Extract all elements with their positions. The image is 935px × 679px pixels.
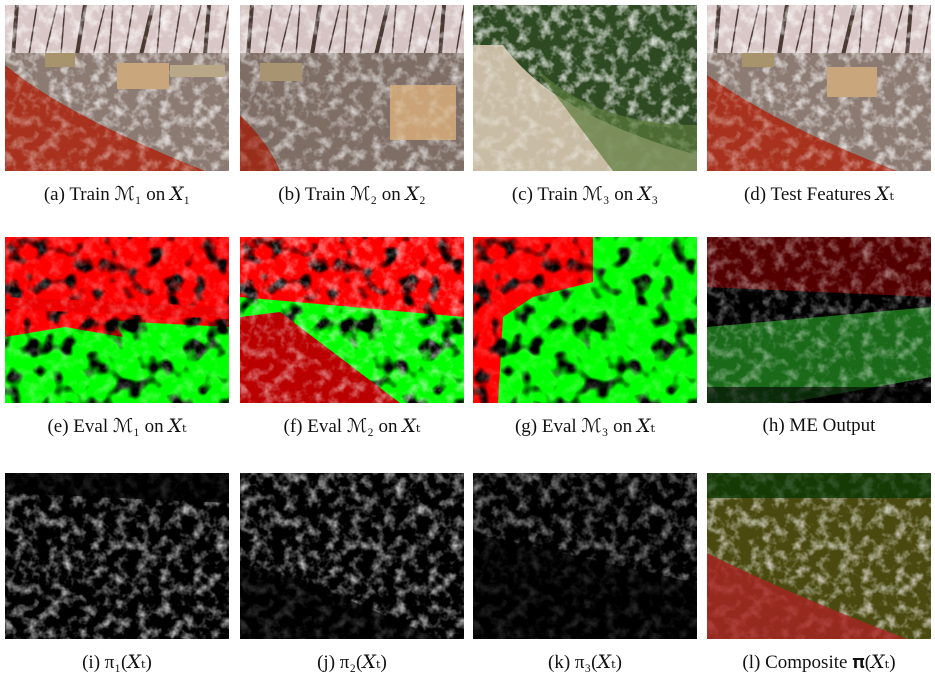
- caption: (d) Test Features 𝑋ₜ: [699, 183, 935, 206]
- panel-image: [240, 237, 464, 403]
- panel-image: [473, 237, 697, 403]
- panel-image: [240, 473, 464, 639]
- texture: [240, 237, 464, 403]
- texture: [707, 237, 931, 403]
- panel-image: [473, 473, 697, 639]
- caption: (b) Train ℳ₂ on 𝑋₂: [232, 183, 472, 206]
- panel: (f) Eval ℳ₂ on 𝑋ₜ: [240, 237, 464, 403]
- shade: [707, 473, 931, 498]
- panel: (d) Test Features 𝑋ₜ: [707, 5, 931, 171]
- caption: (k) π₃(𝑋ₜ): [465, 651, 705, 674]
- caption: (i) π₁(𝑋ₜ): [0, 651, 237, 674]
- panel-image: [473, 5, 697, 171]
- caption: (j) π₂(𝑋ₜ): [232, 651, 472, 674]
- texture: [5, 237, 229, 403]
- texture: [473, 237, 697, 403]
- panel: (i) π₁(𝑋ₜ): [5, 473, 229, 639]
- panel-image: [240, 5, 464, 171]
- bale: [170, 65, 225, 77]
- texture: [240, 5, 464, 171]
- panel-image: [5, 237, 229, 403]
- panel: (c) Train ℳ₃ on 𝑋₃: [473, 5, 697, 171]
- texture: [707, 5, 931, 171]
- panel: (g) Eval ℳ₃ on 𝑋ₜ: [473, 237, 697, 403]
- panel-image: [707, 473, 931, 639]
- bale: [827, 67, 877, 97]
- panel: (b) Train ℳ₂ on 𝑋₂: [240, 5, 464, 171]
- bale: [260, 63, 302, 81]
- panel: (j) π₂(𝑋ₜ): [240, 473, 464, 639]
- shade: [707, 387, 931, 403]
- panel-image: [5, 473, 229, 639]
- caption: (e) Eval ℳ₁ on 𝑋ₜ: [0, 415, 237, 438]
- panel: (a) Train ℳ₁ on 𝑋₁: [5, 5, 229, 171]
- bale: [117, 63, 169, 89]
- panel: (e) Eval ℳ₁ on 𝑋ₜ: [5, 237, 229, 403]
- caption: (c) Train ℳ₃ on 𝑋₃: [465, 183, 705, 206]
- panel-image: [5, 5, 229, 171]
- panel: (h) ME Output: [707, 237, 931, 403]
- caption: (f) Eval ℳ₂ on 𝑋ₜ: [232, 415, 472, 438]
- bale: [742, 53, 774, 67]
- panel-image: [707, 237, 931, 403]
- caption: (g) Eval ℳ₃ on 𝑋ₜ: [465, 415, 705, 438]
- caption: (l) Composite 𝛑(𝑋ₜ): [699, 651, 935, 674]
- page: (a) Train ℳ₁ on 𝑋₁(b) Train ℳ₂ on 𝑋₂(c) …: [0, 0, 935, 679]
- panel-image: [707, 5, 931, 171]
- panel: (l) Composite 𝛑(𝑋ₜ): [707, 473, 931, 639]
- panel: (k) π₃(𝑋ₜ): [473, 473, 697, 639]
- caption: (h) ME Output: [699, 415, 935, 437]
- caption: (a) Train ℳ₁ on 𝑋₁: [0, 183, 237, 206]
- bale: [45, 53, 75, 67]
